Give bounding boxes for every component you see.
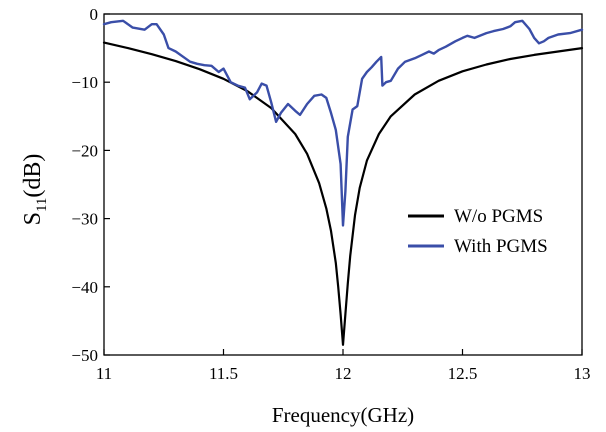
y-tick-label: −30 xyxy=(71,210,98,229)
x-tick-label: 11 xyxy=(96,364,112,383)
legend-label-with-pgms: With PGMS xyxy=(454,236,548,257)
y-axis-title-main: S xyxy=(20,212,46,225)
y-axis-title-sub: 11 xyxy=(34,198,50,212)
legend-label-wo-pgms: W/o PGMS xyxy=(454,206,543,227)
x-tick-label: 11.5 xyxy=(209,364,238,383)
legend: W/o PGMS With PGMS xyxy=(408,206,548,257)
y-tick-label: 0 xyxy=(90,5,99,24)
y-tick-label: −40 xyxy=(71,278,98,297)
y-tick-label: −50 xyxy=(71,346,98,365)
x-axis-title: Frequency(GHz) xyxy=(272,403,414,427)
x-tick-label: 12 xyxy=(335,364,352,383)
y-axis-title-unit: (dB) xyxy=(20,154,46,198)
series-layer xyxy=(102,19,584,346)
plot-frame xyxy=(103,13,583,356)
y-axis-title: S11(dB) xyxy=(20,154,50,226)
x-tick-label: 13 xyxy=(574,364,591,383)
series-line-with-pgms xyxy=(102,19,584,227)
ticks-layer: 11 11.5 12 12.5 13 0 −10 −20 −30 −40 −50 xyxy=(71,5,590,383)
y-tick-label: −10 xyxy=(71,73,98,92)
x-tick-label: 12.5 xyxy=(448,364,478,383)
series-line-wo-pgms xyxy=(102,41,584,346)
y-tick-label: −20 xyxy=(71,141,98,160)
